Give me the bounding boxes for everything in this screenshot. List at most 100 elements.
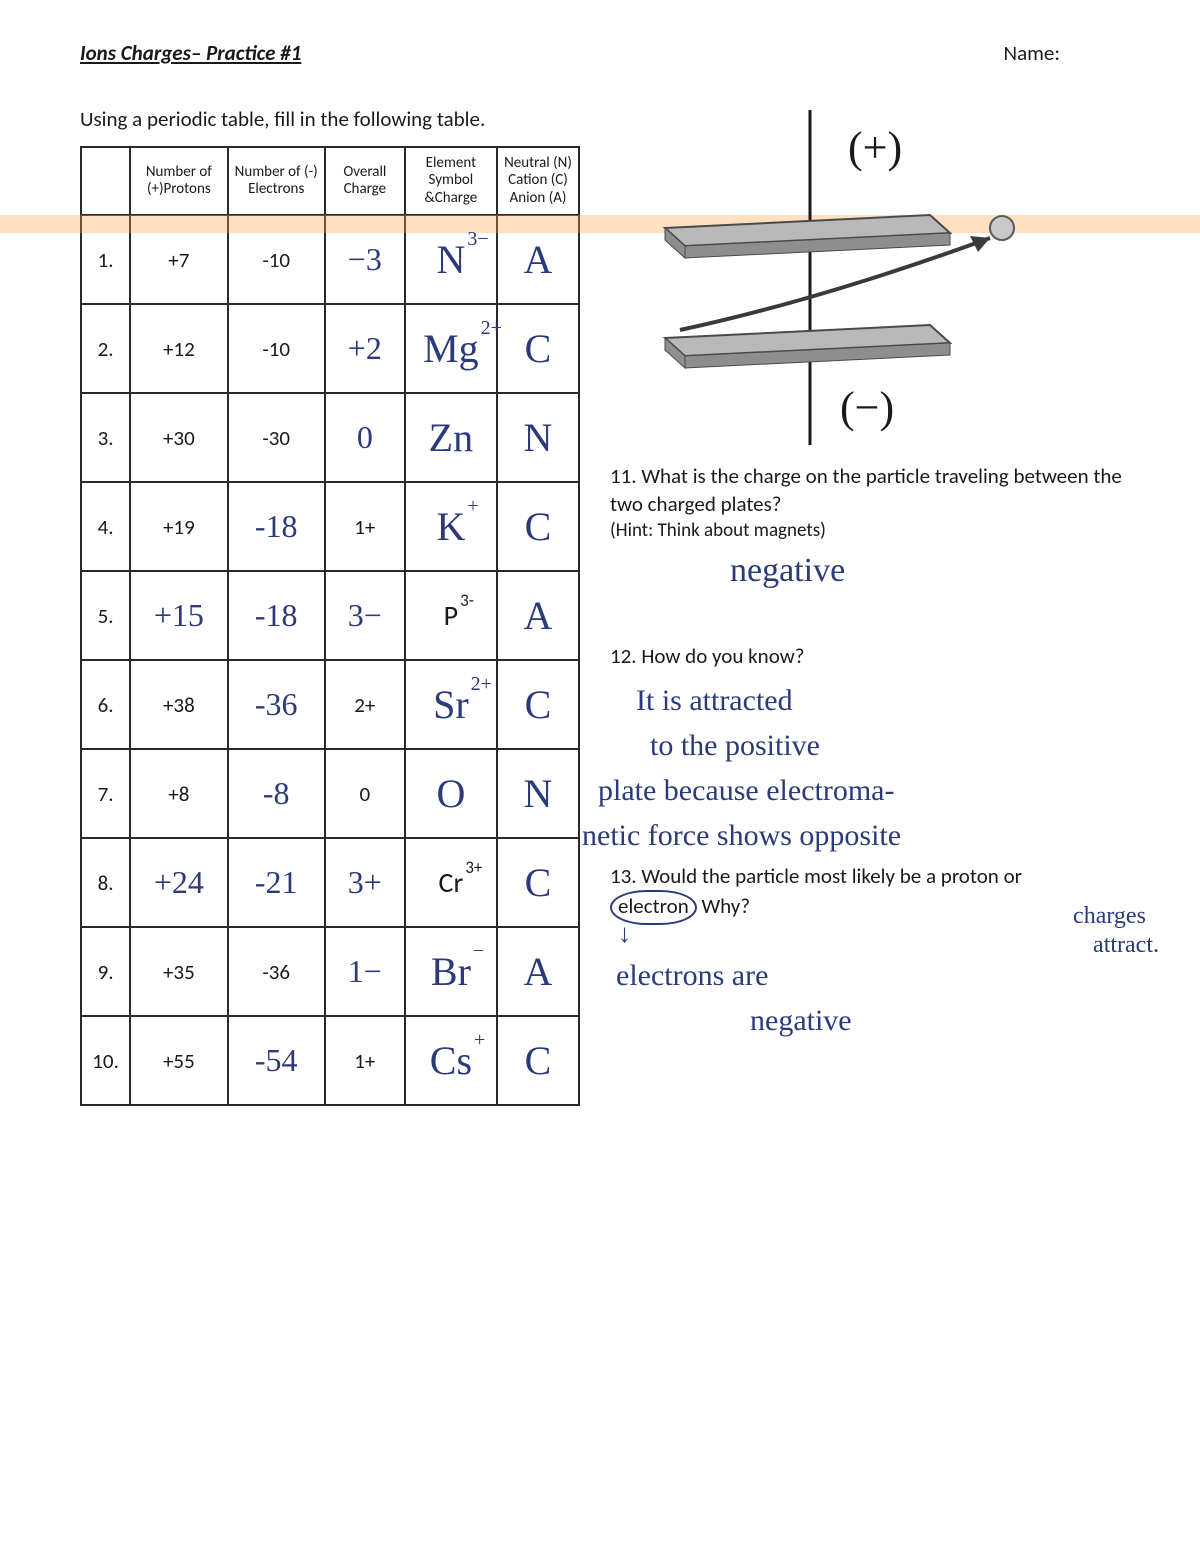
table-cell: −3 — [325, 215, 405, 304]
q11-hint: (Hint: Think about magnets) — [610, 519, 1155, 542]
table-cell: 1+ — [325, 482, 405, 571]
table-cell: A — [497, 215, 579, 304]
margin-note-line: charges — [1073, 902, 1159, 931]
th-charge: Overall Charge — [325, 147, 405, 215]
q12-prompt: 12. How do you know? — [610, 642, 1155, 670]
table-cell: 1− — [325, 927, 405, 1016]
worksheet-title: Ions Charges– Practice #1 — [80, 40, 301, 66]
table-cell: 2+ — [325, 660, 405, 749]
q12-line: to the positive — [650, 723, 1155, 768]
table-cell: 5. — [81, 571, 130, 660]
table-cell: C — [497, 660, 579, 749]
q12-line: netic force shows opposite — [582, 813, 1155, 858]
table-cell: 3. — [81, 393, 130, 482]
table-cell: 2. — [81, 304, 130, 393]
table-cell: C — [497, 1016, 579, 1105]
q12-line: plate because electroma- — [598, 768, 1155, 813]
table-cell: Cs+ — [405, 1016, 497, 1105]
table-cell: -30 — [228, 393, 325, 482]
diagram-minus-label: (−) — [840, 383, 894, 432]
table-row: 2.+12-10+2Mg2+C — [81, 304, 579, 393]
table-cell: N3− — [405, 215, 497, 304]
table-cell: 0 — [325, 749, 405, 838]
table-cell: +19 — [130, 482, 227, 571]
table-cell: Zn — [405, 393, 497, 482]
table-cell: 3+ — [325, 838, 405, 927]
name-label: Name: — [1004, 40, 1060, 66]
table-cell: 0 — [325, 393, 405, 482]
table-cell: 9. — [81, 927, 130, 1016]
table-cell: A — [497, 571, 579, 660]
table-cell: -54 — [228, 1016, 325, 1105]
table-cell: -18 — [228, 571, 325, 660]
table-row: 4.+19-181+K+C — [81, 482, 579, 571]
q13-line: negative — [750, 998, 1155, 1043]
th-symbol: Element Symbol &Charge — [405, 147, 497, 215]
q12-answer: It is attracted to the positive plate be… — [610, 678, 1155, 858]
table-row: 8.+24-213+Cr3+C — [81, 838, 579, 927]
q13-prompt-after: Why? — [701, 893, 750, 919]
table-row: 9.+35-361−Br−A — [81, 927, 579, 1016]
table-cell: +7 — [130, 215, 227, 304]
table-cell: -18 — [228, 482, 325, 571]
table-row: 5.+15-183−P3-A — [81, 571, 579, 660]
worksheet-page: Ions Charges– Practice #1 Name: Using a … — [0, 0, 1200, 1553]
table-cell: 1. — [81, 215, 130, 304]
q12-line: It is attracted — [636, 678, 1155, 723]
table-cell: -8 — [228, 749, 325, 838]
header: Ions Charges– Practice #1 Name: — [80, 40, 1140, 66]
table-row: 10.+55-541+Cs+C — [81, 1016, 579, 1105]
table-cell: +2 — [325, 304, 405, 393]
th-type: Neutral (N) Cation (C) Anion (A) — [497, 147, 579, 215]
table-cell: N — [497, 393, 579, 482]
table-cell: C — [497, 838, 579, 927]
table-cell: N — [497, 749, 579, 838]
table-cell: O — [405, 749, 497, 838]
table-cell: +8 — [130, 749, 227, 838]
table-cell: 7. — [81, 749, 130, 838]
table-cell: +15 — [130, 571, 227, 660]
table-cell: A — [497, 927, 579, 1016]
table-cell: C — [497, 482, 579, 571]
q11-prompt: 11. What is the charge on the particle t… — [610, 462, 1155, 519]
table-cell: 6. — [81, 660, 130, 749]
table-cell: 1+ — [325, 1016, 405, 1105]
table-cell: K+ — [405, 482, 497, 571]
table-row: 7.+8-80ON — [81, 749, 579, 838]
table-cell: +24 — [130, 838, 227, 927]
q11-answer: negative — [730, 548, 1155, 594]
table-row: 6.+38-362+Sr2+C — [81, 660, 579, 749]
th-num — [81, 147, 130, 215]
table-row: 3.+30-300ZnN — [81, 393, 579, 482]
table-cell: -36 — [228, 927, 325, 1016]
table-cell: +35 — [130, 927, 227, 1016]
table-cell: +38 — [130, 660, 227, 749]
table-cell: +55 — [130, 1016, 227, 1105]
table-cell: Cr3+ — [405, 838, 497, 927]
table-cell: 10. — [81, 1016, 130, 1105]
table-cell: C — [497, 304, 579, 393]
table-cell: Br− — [405, 927, 497, 1016]
table-cell: Mg2+ — [405, 304, 497, 393]
table-cell: 3− — [325, 571, 405, 660]
table-cell: -21 — [228, 838, 325, 927]
table-header-row: Number of (+)Protons Number of (-) Elect… — [81, 147, 579, 215]
table-cell: +12 — [130, 304, 227, 393]
q12-margin-note: charges attract. — [1073, 902, 1159, 960]
table-cell: 8. — [81, 838, 130, 927]
right-column: (+) (−) 11. What is the charge on the pa… — [610, 110, 1155, 1043]
ions-table: Number of (+)Protons Number of (-) Elect… — [80, 146, 580, 1106]
th-electrons: Number of (-) Electrons — [228, 147, 325, 215]
table-cell: 4. — [81, 482, 130, 571]
q13-prompt-before: 13. Would the particle most likely be a … — [610, 863, 1022, 889]
diagram-plus-label: (+) — [848, 123, 902, 172]
table-cell: -10 — [228, 304, 325, 393]
table-cell: -36 — [228, 660, 325, 749]
charged-plates-diagram: (+) (−) — [610, 110, 1030, 445]
table-cell: P3- — [405, 571, 497, 660]
q13-answer: electrons are negative — [610, 953, 1155, 1043]
table-row: 1.+7-10−3N3−A — [81, 215, 579, 304]
table-cell: +30 — [130, 393, 227, 482]
table-cell: Sr2+ — [405, 660, 497, 749]
table-cell: -10 — [228, 215, 325, 304]
